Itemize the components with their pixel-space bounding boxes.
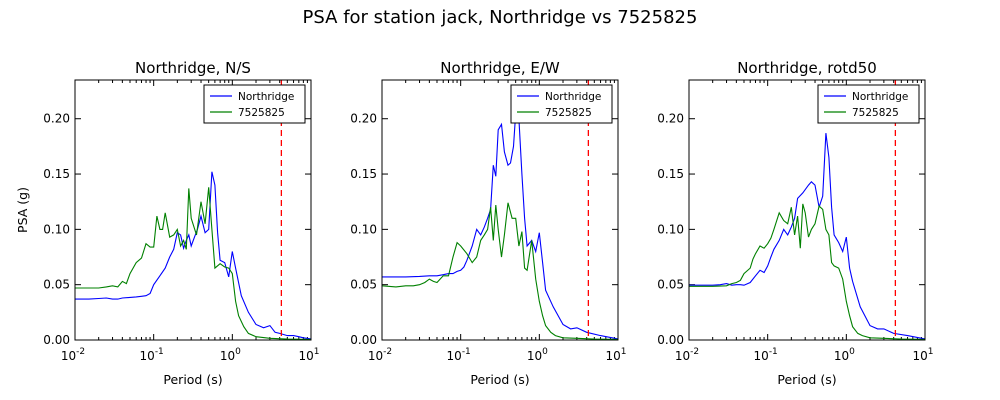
series-line-7525825 [689,203,925,340]
y-tick-label: 0.15 [43,167,70,181]
series-line-northridge [382,111,618,340]
x-tick-label: 10-2 [61,347,85,363]
plot-frame [74,79,312,341]
legend-label: 7525825 [238,107,285,119]
series-line-7525825 [382,202,618,340]
x-axis-label: Period (s) [470,372,529,387]
legend-label: Northridge [852,91,908,103]
legend-box [817,84,920,124]
x-tick-label: 100 [220,347,241,363]
y-tick-label: 0.10 [657,222,684,236]
y-tick-label: 0.15 [657,167,684,181]
x-tick-label: 101 [605,347,626,363]
legend-label: 7525825 [545,107,592,119]
x-tick-label: 101 [298,347,319,363]
panel-title: Northridge, N/S [135,59,251,77]
x-tick-label: 10-1 [140,347,164,363]
x-axis-label: Period (s) [163,372,222,387]
chart-panel-3: Northridge, rotd50 10-2 10-1 100 101 0.00 0.05… [657,59,933,387]
x-tick-label: 10-2 [368,347,392,363]
y-tick-label: 0.10 [350,222,377,236]
legend-label: Northridge [238,91,294,103]
y-tick-label: 0.00 [43,333,70,347]
y-tick-label: 0.20 [43,112,70,126]
y-tick-label: 0.00 [657,333,684,347]
legend: Northridge 7525825 [203,84,306,124]
y-tick-label: 0.20 [657,112,684,126]
x-axis-label: Period (s) [777,372,836,387]
legend-label: Northridge [545,91,601,103]
series-line-northridge [75,171,311,340]
figure-title: PSA for station jack, Northridge vs 7525… [303,7,698,28]
series-line-7525825 [75,187,311,340]
x-tick-label: 100 [834,347,855,363]
x-tick-label: 10-1 [447,347,471,363]
chart-panel-2: Northridge, E/W 10-2 10-1 100 101 0.00 0.05 0.1… [350,59,626,387]
legend: Northridge 7525825 [817,84,920,124]
panel-title: Northridge, rotd50 [737,59,877,77]
y-tick-label: 0.20 [350,112,377,126]
y-tick-label: 0.15 [350,167,377,181]
chart-panel-1: Northridge, N/S 10-2 10-1 100 101 0.00 0.05 0.1… [43,59,319,387]
series-line-northridge [689,133,925,340]
y-tick-label: 0.10 [43,222,70,236]
legend-label: 7525825 [852,107,899,119]
plot-frame [688,79,926,341]
x-tick-label: 100 [527,347,548,363]
panel-title: Northridge, E/W [440,59,560,77]
y-axis-label: PSA (g) [15,187,30,233]
x-tick-label: 10-2 [675,347,699,363]
legend: Northridge 7525825 [510,84,613,124]
y-tick-label: 0.05 [43,278,70,292]
plot-frame [381,79,619,341]
legend-box [203,84,306,124]
y-tick-label: 0.05 [350,278,377,292]
y-tick-label: 0.00 [350,333,377,347]
x-tick-label: 10-1 [754,347,778,363]
chart-panels: Northridge, N/S 10-2 10-1 100 101 0.00 0.05 0.1… [43,59,933,387]
y-tick-label: 0.05 [657,278,684,292]
legend-box [510,84,613,124]
x-tick-label: 101 [912,347,933,363]
